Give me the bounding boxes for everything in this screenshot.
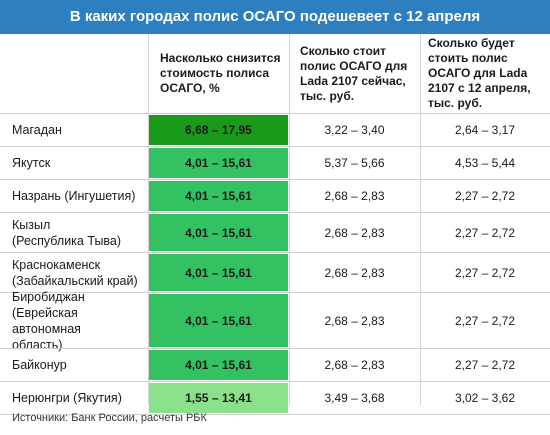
price-now-cell: 5,37 – 5,66	[324, 156, 385, 170]
city-cell: Назрань (Ингушетия)	[12, 189, 136, 203]
price-now-cell: 2,68 – 2,83	[324, 189, 385, 203]
column-divider	[148, 34, 149, 405]
reduction-cell: 4,01 – 15,61	[148, 180, 289, 212]
city-cell: Байконур	[12, 358, 67, 372]
reduction-value: 4,01 – 15,61	[149, 181, 288, 211]
row-separator	[0, 113, 550, 114]
table-row: Нерюнгри (Якутия) 1,55 – 13,41 3,49 – 3,68…	[0, 382, 550, 414]
price-now-cell: 3,49 – 3,68	[324, 391, 385, 405]
table-row: Кызыл (Республика Тыва) 4,01 – 15,61 2,68 …	[0, 213, 550, 252]
table-row: Байконур 4,01 – 15,61 2,68 – 2,83 2,27 – 2,…	[0, 349, 550, 381]
reduction-value: 4,01 – 15,61	[149, 350, 288, 380]
column-divider	[289, 34, 290, 405]
price-after-cell: 2,27 – 2,72	[454, 265, 516, 280]
reduction-cell: 6,68 – 17,95	[148, 114, 289, 146]
source-note: Источники: Банк России, расчеты РБК	[12, 412, 207, 424]
reduction-value: 1,55 – 13,41	[149, 383, 288, 413]
city-cell: Нерюнгри (Якутия)	[12, 391, 122, 405]
reduction-cell: 4,01 – 15,61	[148, 253, 289, 292]
header-cell-city	[0, 34, 148, 113]
chart-title: В каких городах полис ОСАГО подешевеет с…	[0, 0, 550, 34]
table-row: Краснокаменск (Забайкальский край) 4,01 –…	[0, 253, 550, 292]
row-separator	[0, 292, 550, 293]
price-after-cell: 2,27 – 2,72	[454, 189, 516, 203]
city-cell: Кызыл (Республика Тыва)	[12, 217, 122, 248]
price-after-cell: 3,02 – 3,62	[454, 391, 516, 405]
reduction-value: 4,01 – 15,61	[149, 148, 288, 178]
city-cell: Магадан	[12, 123, 62, 137]
header-cell-price-now: Сколько стоит полис ОСАГО для Lada 2107 …	[289, 34, 420, 113]
price-now-cell: 2,68 – 2,83	[324, 225, 385, 240]
osago-table: Насколько снизится стоимость полиса ОСАГ…	[0, 34, 550, 415]
reduction-cell: 4,01 – 15,61	[148, 349, 289, 381]
price-now-cell: 2,68 – 2,83	[324, 313, 385, 328]
row-separator	[0, 179, 550, 180]
city-cell: Биробиджан (Еврейская автономная область…	[12, 289, 85, 352]
price-after-cell: 2,27 – 2,72	[454, 313, 516, 328]
city-cell: Якутск	[12, 156, 51, 170]
row-separator	[0, 146, 550, 147]
header-cell-price-after: Сколько будет стоить полис ОСАГО для Lad…	[420, 34, 550, 113]
reduction-value: 4,01 – 15,61	[149, 214, 288, 251]
price-after-cell: 2,27 – 2,72	[454, 358, 516, 372]
column-divider	[420, 34, 421, 405]
row-separator	[0, 252, 550, 253]
header-cell-reduction: Насколько снизится стоимость полиса ОСАГ…	[148, 34, 289, 113]
city-cell: Краснокаменск (Забайкальский край)	[12, 257, 138, 288]
table-row: Якутск 4,01 – 15,61 5,37 – 5,66 4,53 – 5,44	[0, 147, 550, 179]
price-now-cell: 2,68 – 2,83	[324, 358, 385, 372]
row-separator	[0, 381, 550, 382]
reduction-cell: 4,01 – 15,61	[148, 293, 289, 348]
reduction-value: 6,68 – 17,95	[149, 115, 288, 145]
row-separator	[0, 212, 550, 213]
reduction-value: 4,01 – 15,61	[149, 254, 288, 291]
table-row: Биробиджан (Еврейская автономная область…	[0, 289, 550, 352]
price-now-cell: 3,22 – 3,40	[324, 123, 385, 137]
reduction-cell: 4,01 – 15,61	[148, 213, 289, 252]
table-row: Магадан 6,68 – 17,95 3,22 – 3,40 2,64 – 3,1…	[0, 114, 550, 146]
reduction-cell: 4,01 – 15,61	[148, 147, 289, 179]
table-row: Назрань (Ингушетия) 4,01 – 15,61 2,68 – 2,…	[0, 180, 550, 212]
row-separator	[0, 414, 550, 415]
table-header-row: Насколько снизится стоимость полиса ОСАГ…	[0, 34, 550, 113]
price-after-cell: 2,64 – 3,17	[454, 123, 516, 137]
price-after-cell: 2,27 – 2,72	[454, 225, 516, 240]
row-separator	[0, 348, 550, 349]
price-now-cell: 2,68 – 2,83	[324, 265, 385, 280]
price-after-cell: 4,53 – 5,44	[454, 156, 516, 170]
reduction-value: 4,01 – 15,61	[149, 294, 288, 347]
reduction-cell: 1,55 – 13,41	[148, 382, 289, 414]
